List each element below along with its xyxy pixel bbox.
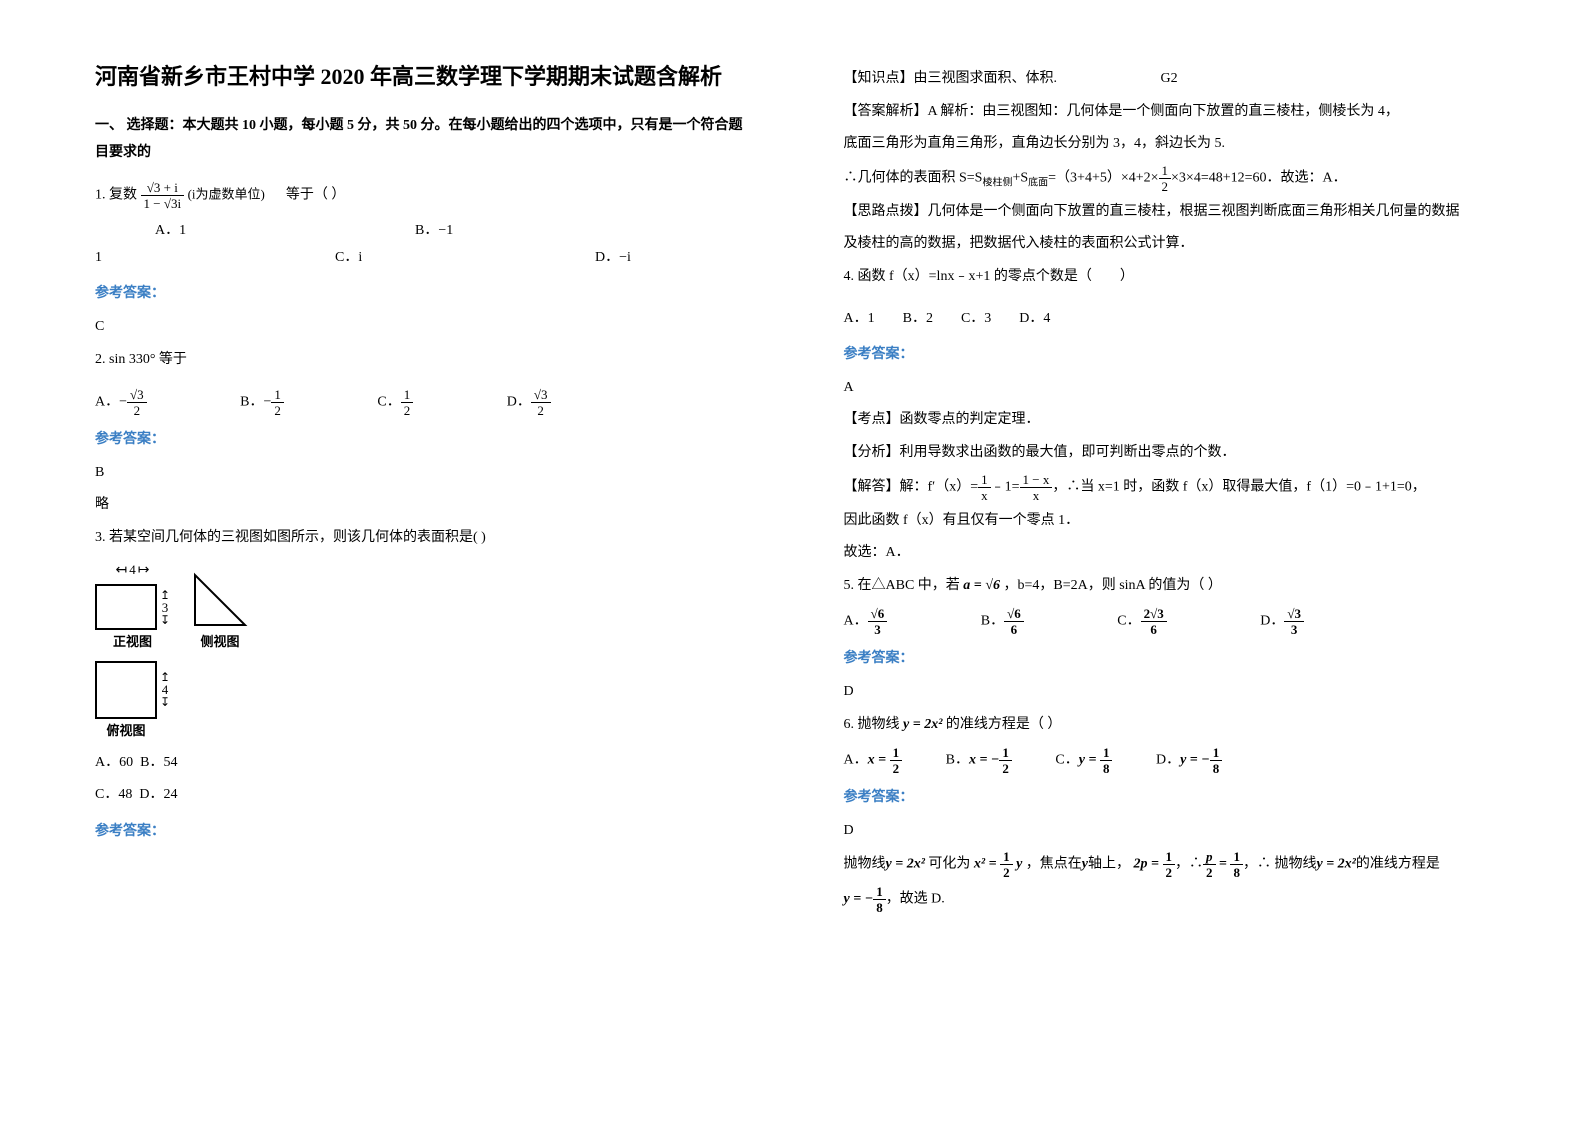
- right-column: 【知识点】由三视图求面积、体积. G2 【答案解析】A 解析：由三视图知：几何体…: [794, 0, 1587, 1122]
- q1-frac-den: 1 − √3i: [141, 196, 185, 210]
- q1-stem-post: (i为虚数单位): [188, 187, 265, 202]
- q4-solve3: 故选：A．: [844, 540, 1493, 567]
- dim-side1: 3: [160, 589, 170, 626]
- q1-optD: D．−i: [595, 245, 631, 272]
- q4-options: A．1 B．2 C．3 D．4: [844, 306, 1493, 333]
- q2-answer-label: 参考答案：: [95, 427, 744, 454]
- q1-answer-label: 参考答案：: [95, 281, 744, 308]
- q2-options: A．−√32 B．−12 C．12 D．√32: [95, 388, 744, 417]
- q6-explanation: 抛物线y = 2x² 可化为 x² = 12 y ，焦点在y轴上， 2p = 1…: [844, 850, 1493, 879]
- q4-solve: 【解答】解：f′（x）=1x﹣1=1 − xx，∴当 x=1 时，函数 f（x）…: [844, 473, 1493, 502]
- q2-optA: A．−√32: [95, 388, 147, 417]
- q1-optC: C．i: [335, 245, 595, 272]
- left-column: 河南省新乡市王村中学 2020 年高三数学理下学期期末试题含解析 一、 选择题：…: [0, 0, 794, 1122]
- q1-stem: 1. 复数 √3 + i 1 − √3i (i为虚数单位) 等于（ ）: [95, 181, 744, 210]
- q2-answer: B: [95, 460, 744, 487]
- q3-explain1: 【答案解析】A 解析：由三视图知：几何体是一个侧面向下放置的直三棱柱，侧棱长为 …: [844, 99, 1493, 126]
- q6-explanation-tail: y = −18，故选 D.: [844, 885, 1493, 914]
- q3-options: A．60 B．54: [95, 750, 744, 777]
- q3-optB: B．54: [140, 755, 177, 770]
- front-view: 4 3 正视图: [95, 558, 170, 655]
- q2-optD: D．√32: [507, 388, 551, 417]
- q1-optB: B．−1: [415, 218, 453, 245]
- q3-stem: 3. 若某空间几何体的三视图如图所示，则该几何体的表面积是( ): [95, 525, 744, 552]
- q3-knowledge: 【知识点】由三视图求面积、体积. G2: [844, 66, 1493, 93]
- front-view-label: 正视图: [95, 630, 170, 655]
- top-view: 4 俯视图: [95, 661, 744, 744]
- q4-answer-label: 参考答案：: [844, 342, 1493, 369]
- section-intro: 一、 选择题：本大题共 10 小题，每小题 5 分，共 50 分。在每小题给出的…: [95, 113, 744, 166]
- q3-answer-label: 参考答案：: [95, 819, 744, 846]
- document-title: 河南省新乡市王村中学 2020 年高三数学理下学期期末试题含解析: [95, 60, 744, 93]
- q1-stem-pre: 1. 复数: [95, 188, 137, 203]
- q3-explain2: 底面三角形为直角三角形，直角边长分别为 3，4，斜边长为 5.: [844, 131, 1493, 158]
- q3-optC: C．48: [95, 787, 132, 802]
- q3-optA: A．60: [95, 755, 133, 770]
- triangle-icon: [190, 570, 250, 630]
- q1-options: A．1 B．−1 1 C．i D．−i: [95, 218, 744, 271]
- q1-fraction: √3 + i 1 − √3i: [141, 181, 185, 210]
- q2-optB: B．−12: [240, 388, 284, 417]
- q5-stem: 5. 在△ABC 中，若 a = √6 ，b=4，B=2A，则 sinA 的值为…: [844, 573, 1493, 600]
- side-view: 侧视图: [190, 570, 250, 655]
- q3-options2: C．48 D．24: [95, 782, 744, 809]
- q3-explain3: ∴几何体的表面积 S=S棱柱侧+S底面=（3+4+5）×4+2×12×3×4=4…: [844, 164, 1493, 193]
- q4-point: 【考点】函数零点的判定定理．: [844, 407, 1493, 434]
- q4-analysis: 【分析】利用导数求出函数的最大值，即可判断出零点的个数．: [844, 440, 1493, 467]
- q2-optC: C．12: [377, 388, 413, 417]
- q6-answer-label: 参考答案：: [844, 785, 1493, 812]
- q2-extra: 略: [95, 492, 744, 519]
- q3-optD: D．24: [139, 787, 177, 802]
- q2-stem: 2. sin 330° 等于: [95, 347, 744, 374]
- q5-options: A．√63 B．√66 C．2√36 D．√33: [844, 607, 1493, 636]
- q6-answer: D: [844, 818, 1493, 845]
- q3-think1: 【思路点拨】几何体是一个侧面向下放置的直三棱柱，根据三视图判断底面三角形相关几何…: [844, 199, 1493, 226]
- q3-diagram: 4 3 正视图 侧视图 4 俯视图: [95, 558, 744, 744]
- q5-answer-label: 参考答案：: [844, 646, 1493, 673]
- q6-options: A．x = 12 B．x = −12 C．y = 18 D．y = −18: [844, 746, 1493, 775]
- q1-optA: A．1: [155, 218, 415, 245]
- dim-top: 4: [116, 558, 150, 585]
- q4-solve2: 因此函数 f（x）有且仅有一个零点 1．: [844, 508, 1493, 535]
- dim-side2: 4: [160, 671, 170, 708]
- q5-answer: D: [844, 679, 1493, 706]
- top-view-label: 俯视图: [95, 719, 157, 744]
- q4-answer: A: [844, 375, 1493, 402]
- q1-frac-num: √3 + i: [141, 181, 185, 196]
- q4-stem: 4. 函数 f（x）=lnx﹣x+1 的零点个数是（ ）: [844, 264, 1493, 291]
- q6-stem: 6. 抛物线 y = 2x² 的准线方程是（ ）: [844, 712, 1493, 739]
- q1-stem-tail: 等于（ ）: [286, 188, 346, 203]
- side-view-label: 侧视图: [190, 630, 250, 655]
- q1-answer: C: [95, 314, 744, 341]
- q3-think2: 及棱柱的高的数据，把数据代入棱柱的表面积公式计算．: [844, 231, 1493, 258]
